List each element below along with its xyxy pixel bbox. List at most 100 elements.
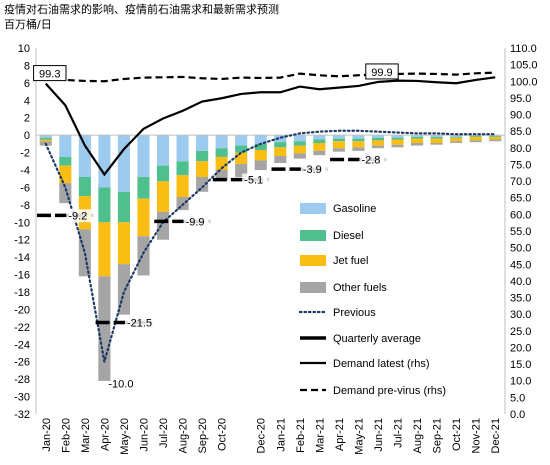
bar-gasoline <box>411 135 424 137</box>
y-tick-label: -12 <box>14 235 30 247</box>
bar-other-fuels <box>430 142 443 145</box>
x-tick-label: Mar-20 <box>80 418 92 453</box>
y2-tick-label: 60.0 <box>510 209 531 221</box>
bar-other-fuels <box>371 145 385 149</box>
bar-diesel <box>411 136 424 139</box>
bar-gasoline <box>196 135 209 151</box>
x-tick-label: Nov-21 <box>471 418 483 453</box>
legend-swatch <box>300 255 326 266</box>
bar-diesel <box>98 187 111 223</box>
annotation-box <box>33 65 67 82</box>
bar-diesel <box>371 137 385 141</box>
bar-diesel <box>254 143 267 150</box>
y2-tick-label: 95.0 <box>510 93 531 105</box>
y2-tick-label: 25.0 <box>510 326 531 338</box>
x-tick-label: Feb-21 <box>295 418 307 453</box>
y2-tick-label: 15.0 <box>510 359 531 371</box>
legend-label: Demand pre-virus (rhs) <box>333 385 446 397</box>
y-tick-label: -18 <box>14 287 30 299</box>
y-tick-label: 2 <box>24 113 30 125</box>
y-tick-label: -2 <box>20 148 30 160</box>
bar-gasoline <box>254 135 267 144</box>
bar-other-fuels <box>274 156 287 164</box>
bar-other-fuels <box>332 148 345 152</box>
x-tick-label: Aug-21 <box>412 418 424 453</box>
bar-diesel <box>59 156 72 166</box>
y-tick-label: 10 <box>18 43 30 55</box>
bar-gasoline <box>391 135 404 138</box>
x-tick-label: Dec-21 <box>490 418 502 453</box>
bar-diesel <box>196 150 209 162</box>
y2-tick-label: 10.0 <box>510 376 531 388</box>
unit-label: 百万桶/日 <box>4 18 52 31</box>
bar-jet-fuel <box>117 222 130 265</box>
x-tick-label: Jan-21 <box>275 418 287 452</box>
x-tick-label: Feb-20 <box>60 418 72 453</box>
bar-jet-fuel <box>469 136 482 141</box>
bar-jet-fuel <box>371 140 385 146</box>
quarterly-average-label-bg <box>183 215 213 229</box>
bar-diesel <box>293 141 306 146</box>
bar-jet-fuel <box>391 139 404 145</box>
x-tick-label: Jun-20 <box>138 418 150 452</box>
bar-diesel <box>215 148 228 157</box>
bar-jet-fuel <box>137 198 150 237</box>
legend-label: Demand latest (rhs) <box>333 358 430 370</box>
y-tick-label: -26 <box>14 357 30 369</box>
x-tick-label: Dec-20 <box>256 418 268 453</box>
bar-gasoline <box>98 135 111 188</box>
bar-jet-fuel <box>235 152 248 164</box>
x-tick-label: Oct-20 <box>217 418 229 451</box>
bar-diesel <box>78 176 91 197</box>
bar-jet-fuel <box>352 141 365 148</box>
bar-other-fuels <box>352 147 365 151</box>
bar-diesel <box>391 137 404 140</box>
x-tick-label: Sep-20 <box>197 418 209 453</box>
bar-other-fuels <box>489 139 502 142</box>
bar-jet-fuel <box>293 145 306 154</box>
x-tick-label: Jul-21 <box>393 418 405 448</box>
bar-gasoline <box>430 135 443 137</box>
legend-label: Other fuels <box>333 282 387 294</box>
x-tick-label: Jul-20 <box>158 418 170 448</box>
bar-diesel <box>469 136 482 137</box>
bar-gasoline <box>39 135 52 138</box>
bar-jet-fuel <box>156 181 170 212</box>
y2-tick-label: 65.0 <box>510 193 531 205</box>
legend-label: Diesel <box>333 230 364 242</box>
bar-other-fuels <box>391 144 404 148</box>
bar-jet-fuel <box>196 161 209 177</box>
bar-gasoline <box>156 135 170 166</box>
bar-gasoline <box>117 135 130 192</box>
bar-other-fuels <box>313 150 326 156</box>
y2-tick-label: 100.0 <box>510 76 538 88</box>
quarterly-average-label: -9.9 <box>186 216 205 228</box>
y-tick-label: -14 <box>14 252 30 264</box>
y-tick-label: -20 <box>14 304 30 316</box>
bar-gasoline <box>371 135 385 138</box>
y2-tick-label: 0.0 <box>510 409 525 421</box>
bar-gasoline <box>313 135 326 140</box>
quarterly-average-label: -9.2 <box>68 210 87 222</box>
bar-diesel <box>137 176 150 199</box>
y2-tick-label: 105.0 <box>510 60 538 72</box>
chart-title: 疫情对石油需求的影响、疫情前石油需求和最新需求预测 <box>4 3 279 16</box>
bar-diesel <box>156 165 170 182</box>
quarterly-average-label: -2.8 <box>361 155 380 167</box>
legend-swatch <box>300 203 326 214</box>
demand-latest-line <box>44 76 496 177</box>
demand-pre-virus-line <box>45 71 496 83</box>
bar-other-fuels <box>254 160 267 170</box>
bar-diesel <box>430 136 443 139</box>
legend-label: Quarterly average <box>333 333 421 345</box>
bar-jet-fuel <box>176 175 189 198</box>
x-tick-label: Apr-20 <box>99 418 111 451</box>
y2-tick-label: 45.0 <box>510 259 531 271</box>
bar-diesel <box>117 191 130 223</box>
bar-gasoline <box>235 135 248 146</box>
bar-diesel <box>235 145 248 153</box>
y-tick-label: -6 <box>20 182 30 194</box>
bar-jet-fuel <box>274 147 287 157</box>
bar-other-fuels <box>156 211 170 240</box>
